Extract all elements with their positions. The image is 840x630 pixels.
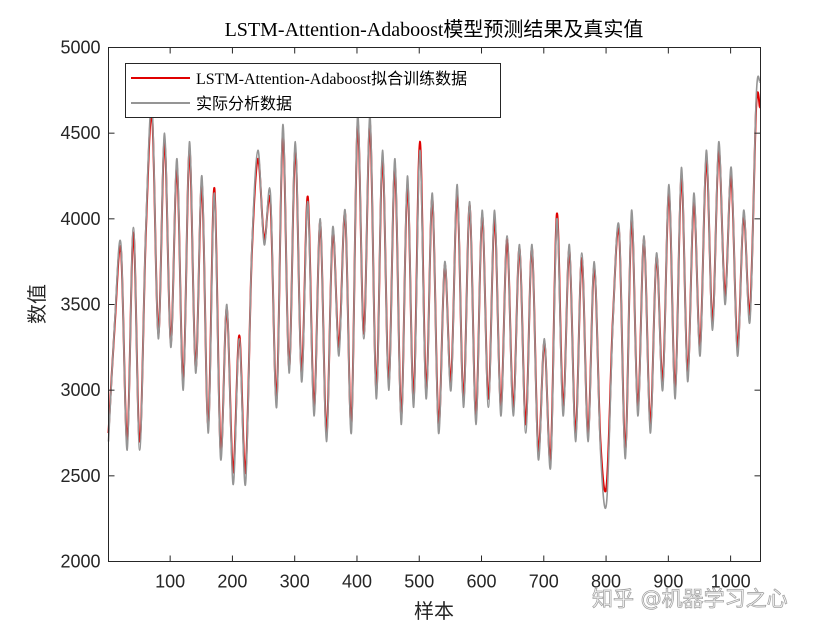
y-tick-label: 3500	[60, 295, 100, 315]
x-tick-label: 1000	[711, 572, 751, 592]
x-axis-label: 样本	[414, 599, 454, 623]
legend-label-fitted: LSTM-Attention-Adaboost拟合训练数据	[196, 70, 467, 88]
series-layer	[107, 75, 761, 510]
watermark: 知乎 @机器学习之心	[592, 587, 788, 611]
y-tick-label: 3000	[60, 380, 100, 400]
x-tick-label: 800	[591, 572, 621, 592]
legend-label-actual: 实际分析数据	[196, 95, 292, 113]
y-tick-label: 2000	[60, 552, 100, 572]
ticks-layer: 100 200 300 400 500 600 700 800 900 1000 2000 2500 3…	[60, 38, 761, 592]
y-tick-label: 4500	[60, 123, 100, 143]
x-tick-label: 300	[280, 572, 310, 592]
y-tick-label: 4000	[60, 209, 100, 229]
series-line-0	[107, 91, 761, 493]
x-tick-label: 600	[466, 572, 496, 592]
x-tick-label: 100	[155, 572, 185, 592]
x-tick-label: 200	[217, 572, 247, 592]
legend-box	[125, 63, 501, 118]
x-tick-label: 700	[529, 572, 559, 592]
series-line-1	[107, 75, 761, 510]
y-axis-label: 数值	[25, 284, 49, 324]
y-tick-label: 2500	[60, 466, 100, 486]
x-tick-label: 900	[653, 572, 683, 592]
x-tick-label: 500	[404, 572, 434, 592]
x-tick-label: 400	[342, 572, 372, 592]
legend: LSTM-Attention-Adaboost拟合训练数据 实际分析数据	[125, 63, 501, 118]
chart-title: LSTM-Attention-Adaboost模型预测结果及真实值	[225, 18, 644, 41]
y-tick-label: 5000	[60, 38, 100, 58]
